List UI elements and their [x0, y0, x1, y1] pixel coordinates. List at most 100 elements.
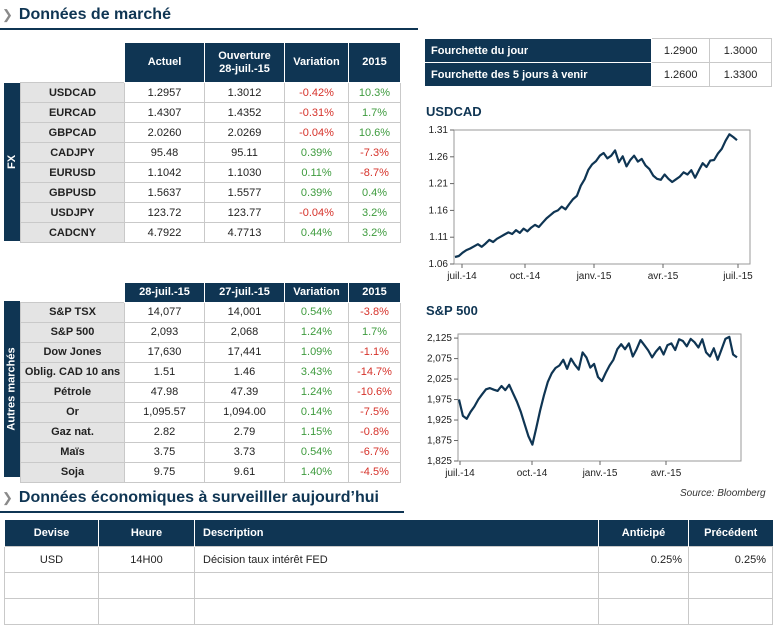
market-current: 2,093	[124, 321, 205, 343]
market-current: 9.75	[124, 461, 205, 483]
market-current: 14,077	[124, 301, 205, 323]
range-high: 1.3000	[709, 38, 772, 63]
fx-variation: 0.11%	[284, 162, 349, 183]
y-tick-label: 1.31	[429, 125, 449, 136]
y-tick-label: 1.11	[429, 232, 448, 243]
fx-current: 1.5637	[124, 182, 205, 203]
market-variation: 0.54%	[284, 441, 349, 463]
eco-description: Décision taux intérêt FED	[194, 546, 599, 573]
fx-variation: -0.31%	[284, 102, 349, 123]
market-ytd: -0.8%	[348, 421, 401, 443]
market-variation: 0.14%	[284, 401, 349, 423]
economic-row: USD 14H00 Décision taux intérêt FED 0.25% 0.…	[4, 546, 773, 573]
y-tick-label: 2,025	[427, 374, 452, 385]
range-table: Fourchette du jour 1.2900 1.3000 Fourche…	[423, 38, 772, 87]
fx-row: GBPUSD 1.5637 1.5577 0.39% 0.4%	[20, 182, 401, 203]
fx-pair-name: CADJPY	[20, 142, 125, 163]
economic-data-title-text: Données économiques à surveilller aujour…	[18, 489, 379, 506]
usdcad-chart: 1.06 1.11 1.16 1.21 1.26 1.31 juil.-14 oct.-14 j…	[429, 125, 754, 282]
market-row: Dow Jones 17,630 17,441 1.09% -1.1%	[20, 341, 401, 363]
market-variation: 1.40%	[284, 461, 349, 483]
other-header-current: 28-juil.-15	[124, 282, 205, 303]
market-row: Pétrole 47.98 47.39 1.24% -10.6%	[20, 381, 401, 403]
eco-previous: 0.25%	[688, 546, 773, 573]
range-high: 1.3300	[709, 62, 772, 87]
market-current: 47.98	[124, 381, 205, 403]
fx-row: EURCAD 1.4307 1.4352 -0.31% 1.7%	[20, 102, 401, 123]
market-row: Soja 9.75 9.61 1.40% -4.5%	[20, 461, 401, 483]
plot-frame	[453, 129, 751, 265]
market-name: Oblig. CAD 10 ans	[20, 361, 125, 383]
market-row: Or 1,095.57 1,094.00 0.14% -7.5%	[20, 401, 401, 423]
range-row-5days: Fourchette des 5 jours à venir 1.2600 1.…	[423, 62, 772, 87]
market-data-title: ❯ Données de marché	[2, 4, 171, 26]
range-label: Fourchette des 5 jours à venir	[423, 62, 653, 87]
source-note: Source: Bloomberg	[680, 488, 766, 499]
other-header-ytd: 2015	[348, 282, 401, 303]
market-row: S&P 500 2,093 2,068 1.24% 1.7%	[20, 321, 401, 343]
economic-table: Devise Heure Description Anticipé Précéd…	[4, 520, 773, 625]
plot-frame	[457, 333, 742, 462]
market-prev: 9.61	[204, 461, 285, 483]
market-prev: 2,068	[204, 321, 285, 343]
fx-ytd: 1.7%	[348, 102, 401, 123]
fx-current: 2.0260	[124, 122, 205, 143]
fx-row: GBPCAD 2.0260 2.0269 -0.04% 10.6%	[20, 122, 401, 143]
y-tick-label: 1,825	[427, 456, 452, 467]
section-divider	[0, 28, 418, 30]
series-line	[454, 133, 738, 259]
y-tick-label: 1.06	[429, 259, 449, 270]
fx-header-blank	[21, 43, 125, 83]
usdcad-chart-title: USDCAD	[426, 104, 482, 119]
fx-variation: -0.42%	[284, 82, 349, 103]
fx-pair-name: EURCAD	[20, 102, 125, 123]
x-tick-label: juil.-14	[444, 468, 475, 479]
fx-current: 1.1042	[124, 162, 205, 183]
market-ytd: -10.6%	[348, 381, 401, 403]
market-name: Maïs	[20, 441, 125, 463]
fx-variation: 0.39%	[284, 142, 349, 163]
eco-expected	[598, 598, 689, 625]
other-header-prev: 27-juil.-15	[204, 282, 285, 303]
fx-open: 2.0269	[204, 122, 285, 143]
eco-header-previous: Précédent	[688, 520, 773, 547]
eco-header-description: Description	[194, 520, 599, 547]
fx-ytd: 3.2%	[348, 222, 401, 243]
market-current: 1.51	[124, 361, 205, 383]
market-name: Soja	[20, 461, 125, 483]
x-tick-label: oct.-14	[517, 468, 548, 479]
fx-pair-name: EURUSD	[20, 162, 125, 183]
fx-open: 1.5577	[204, 182, 285, 203]
market-variation: 0.54%	[284, 301, 349, 323]
eco-time	[98, 598, 195, 625]
economic-row	[4, 598, 773, 625]
eco-expected	[598, 572, 689, 599]
market-row: Gaz nat. 2.82 2.79 1.15% -0.8%	[20, 421, 401, 443]
y-tick-label: 1,875	[427, 436, 452, 447]
market-ytd: -1.1%	[348, 341, 401, 363]
economic-data-title: ❯ Données économiques à surveilller aujo…	[2, 487, 379, 509]
market-current: 17,630	[124, 341, 205, 363]
other-markets-side-label: Autres marchés	[4, 301, 20, 477]
fx-variation: 0.39%	[284, 182, 349, 203]
eco-currency	[4, 598, 99, 625]
market-current: 2.82	[124, 421, 205, 443]
other-header-variation: Variation	[284, 282, 349, 303]
eco-previous	[688, 598, 773, 625]
market-ytd: -7.5%	[348, 401, 401, 423]
fx-current: 1.2957	[124, 82, 205, 103]
fx-ytd: 10.3%	[348, 82, 401, 103]
x-tick-label: juil.-14	[446, 271, 477, 282]
fx-current: 95.48	[124, 142, 205, 163]
market-name: S&P TSX	[20, 301, 125, 323]
eco-description	[194, 598, 599, 625]
market-row: S&P TSX 14,077 14,001 0.54% -3.8%	[20, 301, 401, 323]
fx-pair-name: CADCNY	[20, 222, 125, 243]
market-name: Or	[20, 401, 125, 423]
sp500-chart-title: S&P 500	[426, 303, 478, 318]
other-markets-table: 28-juil.-15 27-juil.-15 Variation 2015 S…	[20, 282, 401, 483]
y-tick-label: 1.21	[429, 179, 449, 190]
eco-expected: 0.25%	[598, 546, 689, 573]
x-tick-label: oct.-14	[510, 271, 541, 282]
series-line	[457, 335, 738, 446]
